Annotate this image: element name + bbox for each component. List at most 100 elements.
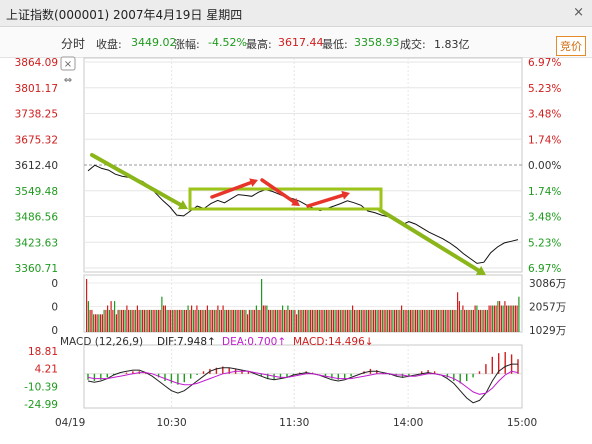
volume-bar xyxy=(458,301,460,332)
pct-tick-label: 6.97% xyxy=(528,57,561,69)
volume-bar xyxy=(404,309,406,332)
volume-bar xyxy=(420,309,422,332)
volume-bar xyxy=(495,305,497,332)
auction-button[interactable]: 竞价 xyxy=(556,36,586,56)
close-value: 3449.02 xyxy=(131,36,177,49)
volume-bar xyxy=(360,309,362,332)
volume-bar xyxy=(397,309,399,332)
price-tick-label: 3675.32 xyxy=(15,134,58,146)
close-icon[interactable]: × xyxy=(573,5,584,20)
volume-left-label: 0 xyxy=(51,278,58,290)
volume-bar xyxy=(280,309,282,332)
volume-bar xyxy=(374,309,376,332)
volume-bar xyxy=(264,305,266,332)
red-arrow-up-2-shaft xyxy=(306,193,345,208)
consolidation-box xyxy=(188,187,383,211)
volume-bar xyxy=(518,296,520,332)
close-label: 收盘: xyxy=(96,38,122,51)
volume-bar xyxy=(341,309,343,332)
volume-bar xyxy=(213,309,215,332)
volume-bar xyxy=(392,309,394,332)
volume-bar xyxy=(416,309,418,332)
volume-bar xyxy=(93,314,95,332)
volume-bar xyxy=(441,309,443,332)
volume-bar xyxy=(507,305,509,332)
volume-bar xyxy=(462,305,464,332)
time-tick-label: 04/19 xyxy=(55,417,85,429)
volume-bar xyxy=(257,309,259,332)
volume-bar xyxy=(434,309,436,332)
volume-bar xyxy=(86,279,88,332)
volume-bar xyxy=(133,309,135,332)
volume-bar xyxy=(338,309,340,332)
volume-bar xyxy=(107,305,109,332)
time-tick-label: 11:30 xyxy=(279,417,309,429)
dea-label: DEA:0.700↑ xyxy=(222,336,286,348)
volume-bar xyxy=(110,301,112,332)
macd-axis-label: -10.39 xyxy=(24,381,58,393)
low-value: 3358.93 xyxy=(354,36,400,49)
volume-bar xyxy=(339,309,341,332)
volume-bar xyxy=(226,309,228,332)
volume-bar xyxy=(366,309,368,332)
volume-bar xyxy=(336,309,338,332)
volume-bar xyxy=(138,309,140,332)
volume-bar xyxy=(245,309,247,332)
volume-bar xyxy=(423,309,425,332)
pct-tick-label: 5.23% xyxy=(528,83,561,95)
volume-bar xyxy=(117,309,119,332)
volume-bar xyxy=(248,309,250,332)
high-label: 最高: xyxy=(246,38,272,51)
change-value: -4.52% xyxy=(208,36,247,49)
volume-bar xyxy=(409,309,411,332)
volume-bar xyxy=(199,309,201,332)
macd-value-label: MACD:14.496↓ xyxy=(293,336,374,348)
green-arrow-down-left-shaft xyxy=(90,153,183,207)
volume-bar xyxy=(103,309,105,332)
volume-bar xyxy=(114,301,116,332)
time-tick-label: 10:30 xyxy=(156,417,186,429)
dea-line xyxy=(87,370,519,395)
volume-bar xyxy=(171,309,173,332)
volume-bar xyxy=(439,309,441,332)
volume-bar xyxy=(320,309,322,332)
volume-bar xyxy=(345,309,347,332)
red-arrow-down-1-head xyxy=(291,197,300,206)
volume-bar xyxy=(87,301,89,332)
volume-bar xyxy=(215,309,217,332)
price-tick-label: 3486.56 xyxy=(15,212,59,224)
pct-tick-label: 5.23% xyxy=(528,237,561,249)
volume-bar xyxy=(201,309,203,332)
resize-icon: ⇔ xyxy=(64,75,72,86)
window-titlebar: 上证指数(000001) 2007年4月19日 星期四 × xyxy=(0,0,592,27)
volume-bar xyxy=(304,309,306,332)
volume-bar xyxy=(444,309,446,332)
time-tick-label: 14:00 xyxy=(393,417,423,429)
mode-label[interactable]: 分时 xyxy=(61,37,86,51)
volume-bar xyxy=(327,309,329,332)
red-arrow-down-1-shaft xyxy=(260,178,296,204)
volume-bar xyxy=(163,305,165,332)
volume-bar xyxy=(164,305,166,332)
volume-bar xyxy=(278,309,280,332)
volume-bar xyxy=(301,309,303,332)
volume-bar xyxy=(313,309,315,332)
volume-bar xyxy=(282,305,284,332)
volume-bar xyxy=(191,305,193,332)
pct-tick-label: 3.48% xyxy=(528,212,561,224)
volume-bar xyxy=(122,309,124,332)
volume-bar xyxy=(266,305,268,332)
volume-bar xyxy=(385,309,387,332)
volume-bar xyxy=(170,309,172,332)
chart-grid xyxy=(83,57,523,409)
volume-bar xyxy=(383,309,385,332)
time-tick-label: 15:00 xyxy=(507,417,537,429)
volume-bar xyxy=(509,305,511,332)
volume-bar xyxy=(499,301,501,332)
volume-bar xyxy=(168,309,170,332)
volume-bar xyxy=(408,309,410,332)
volume-bar xyxy=(240,309,242,332)
volume-bar xyxy=(334,309,336,332)
volume-bar xyxy=(198,309,200,332)
volume-bar xyxy=(208,309,210,332)
